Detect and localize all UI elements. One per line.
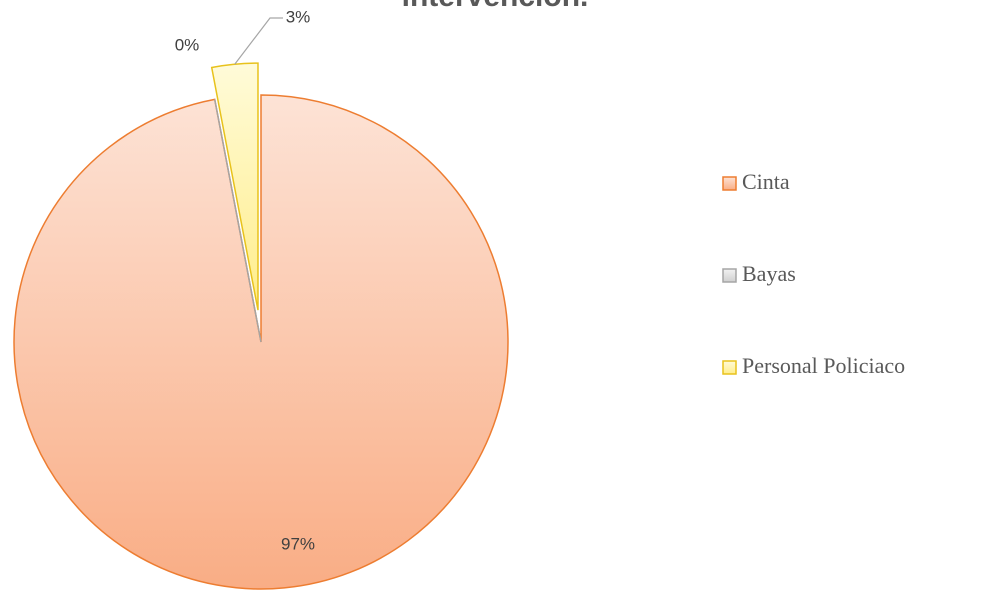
legend-swatch [722, 268, 737, 283]
chart-title: intervención. [402, 0, 589, 13]
legend-label: Personal Policiaco [742, 353, 905, 378]
data-label: 3% [286, 7, 311, 26]
legend-swatch [722, 360, 737, 375]
legend-label: Bayas [742, 261, 796, 286]
legend-label: Cinta [742, 169, 790, 194]
legend-swatch [722, 176, 737, 191]
leader-line [234, 17, 283, 65]
data-label: 0% [175, 35, 200, 54]
data-label: 97% [281, 534, 315, 553]
